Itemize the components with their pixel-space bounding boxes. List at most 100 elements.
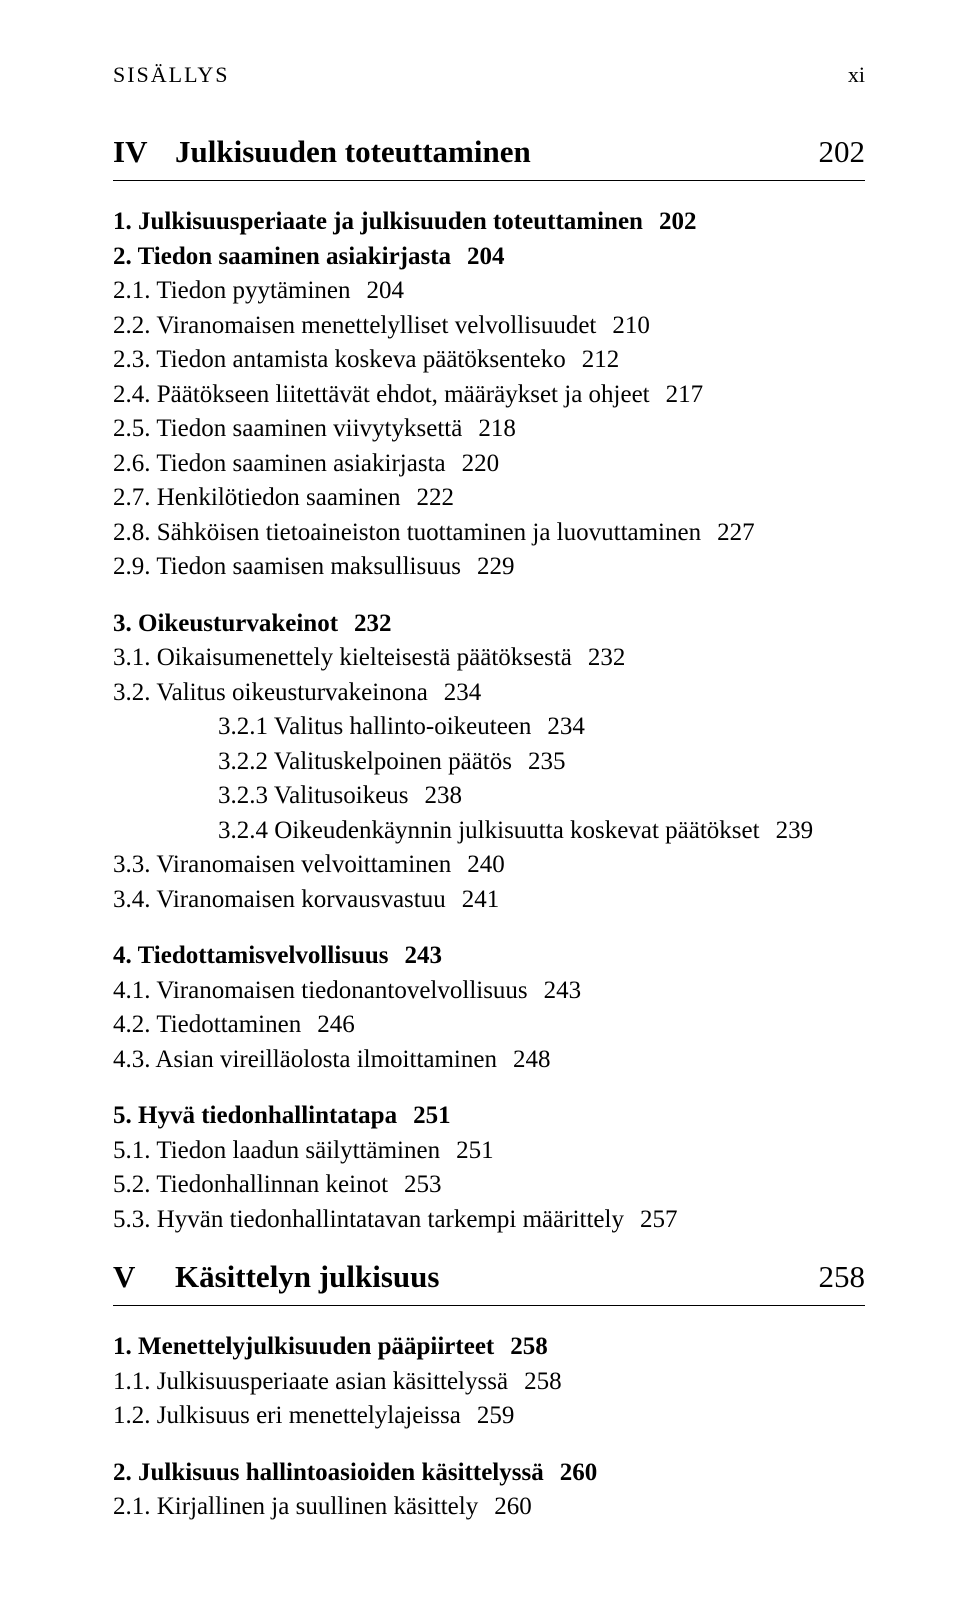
toc-entry-title: Asian vireilläolosta ilmoittaminen bbox=[155, 1046, 497, 1073]
part-heading: VKäsittelyn julkisuus 258 bbox=[113, 1259, 865, 1306]
toc-block: 4. Tiedottamisvelvollisuus2434.1. Virano… bbox=[113, 939, 865, 1077]
toc-entry-number: 3. bbox=[113, 610, 132, 637]
toc-entry: 2.5. Tiedon saaminen viivytyksettä218 bbox=[113, 412, 865, 447]
toc-entry-number: 4. bbox=[113, 942, 132, 969]
toc-entry-title: Viranomaisen korvausvastuu bbox=[156, 886, 445, 913]
toc-entry-page: 257 bbox=[640, 1206, 678, 1233]
toc-entry-title: Valitus hallinto-oikeuteen bbox=[274, 713, 532, 740]
toc-entry-title: Tiedon laadun säilyttäminen bbox=[156, 1137, 440, 1164]
toc-entry-title: Tiedonhallinnan keinot bbox=[156, 1171, 388, 1198]
toc-entry-title: Viranomaisen tiedonantovelvollisuus bbox=[156, 977, 527, 1004]
toc-entry: 2.7. Henkilötiedon saaminen 222 bbox=[113, 481, 865, 516]
toc-entry-number: 2.7. bbox=[113, 484, 151, 511]
part-title: VKäsittelyn julkisuus bbox=[113, 1259, 439, 1295]
toc-entry-page: 220 bbox=[462, 450, 500, 477]
toc-entry-title: Julkisuusperiaate asian käsittelyssä bbox=[157, 1368, 508, 1395]
part-title-text: Julkisuuden toteuttaminen bbox=[175, 134, 531, 169]
toc-entry: 4.3. Asian vireilläolosta ilmoittaminen 2… bbox=[113, 1043, 865, 1078]
toc-entry-page: 260 bbox=[560, 1459, 598, 1486]
toc-entry: 2.6. Tiedon saaminen asiakirjasta220 bbox=[113, 447, 865, 482]
toc-entry: 2. Julkisuus hallintoasioiden käsittelys… bbox=[113, 1456, 865, 1491]
toc-entry-title: Oikeusturvakeinot bbox=[138, 610, 338, 637]
toc-entry-number: 1.2. bbox=[113, 1402, 151, 1429]
toc-entry-title: Tiedottaminen bbox=[156, 1011, 301, 1038]
toc-entry-page: 251 bbox=[456, 1137, 494, 1164]
toc-entry-page: 222 bbox=[416, 484, 454, 511]
toc-entry-title: Tiedon saaminen asiakirjasta bbox=[156, 450, 445, 477]
toc-entry-number: 1.1. bbox=[113, 1368, 151, 1395]
part-title-text: Käsittelyn julkisuus bbox=[175, 1259, 439, 1294]
toc-entry: 2.9. Tiedon saamisen maksullisuus229 bbox=[113, 550, 865, 585]
toc-entry-page: 217 bbox=[666, 381, 704, 408]
part-roman: V bbox=[113, 1259, 175, 1295]
toc-entry-page: 259 bbox=[477, 1402, 515, 1429]
toc-entry-page: 248 bbox=[513, 1046, 551, 1073]
toc-entry-number: 2.2. bbox=[113, 312, 151, 339]
toc-entry: 3.2.2 Valituskelpoinen päätös235 bbox=[113, 745, 865, 780]
toc-entry-page: 204 bbox=[367, 277, 405, 304]
toc-entry-title: Tiedon pyytäminen bbox=[156, 277, 350, 304]
toc-entry-page: 238 bbox=[425, 782, 463, 809]
toc-entry: 5. Hyvä tiedonhallintatapa251 bbox=[113, 1099, 865, 1134]
toc-entry: 4. Tiedottamisvelvollisuus 243 bbox=[113, 939, 865, 974]
toc-entry-title: Hyvä tiedonhallintatapa bbox=[138, 1102, 397, 1129]
part-title: IVJulkisuuden toteuttaminen bbox=[113, 134, 531, 170]
toc-entry-page: 232 bbox=[588, 644, 626, 671]
toc-entry-page: 243 bbox=[405, 942, 443, 969]
toc-entry-title: Päätökseen liitettävät ehdot, määräykset… bbox=[157, 381, 650, 408]
toc-entry-page: 210 bbox=[612, 312, 650, 339]
toc-entry-title: Viranomaisen velvoittaminen bbox=[156, 851, 451, 878]
toc-entry-number: 2.1. bbox=[113, 1493, 151, 1520]
toc-entry-title: Oikaisumenettely kielteisestä päätöksest… bbox=[157, 644, 572, 671]
toc-entry-page: 232 bbox=[354, 610, 392, 637]
toc-entry-page: 202 bbox=[659, 208, 697, 235]
toc-entry-page: 258 bbox=[524, 1368, 562, 1395]
toc-entry-page: 239 bbox=[776, 817, 814, 844]
running-head-left: SISÄLLYS bbox=[113, 62, 229, 88]
part-heading: IVJulkisuuden toteuttaminen202 bbox=[113, 134, 865, 181]
toc-entry-page: 212 bbox=[582, 346, 620, 373]
toc-entry-number: 2.9. bbox=[113, 553, 151, 580]
toc-entry-title: Julkisuus hallintoasioiden käsittelyssä bbox=[138, 1459, 544, 1486]
toc-entry-page: 234 bbox=[444, 679, 482, 706]
toc-entry-page: 241 bbox=[462, 886, 500, 913]
toc-entry: 3.3. Viranomaisen velvoittaminen240 bbox=[113, 848, 865, 883]
toc-entry-title: Oikeudenkäynnin julkisuutta koskevat pää… bbox=[274, 817, 759, 844]
toc-entry: 2.1. Tiedon pyytäminen204 bbox=[113, 274, 865, 309]
toc-entry-number: 4.2. bbox=[113, 1011, 151, 1038]
toc-entry: 3.2.1 Valitus hallinto-oikeuteen234 bbox=[113, 710, 865, 745]
toc-entry: 1. Menettelyjulkisuuden pääpiirteet258 bbox=[113, 1330, 865, 1365]
toc-entry-title: Sähköisen tietoaineiston tuottaminen ja … bbox=[157, 519, 701, 546]
toc-entry-page: 251 bbox=[413, 1102, 451, 1129]
toc-entry-number: 2. bbox=[113, 243, 132, 270]
toc-entry-title: Menettelyjulkisuuden pääpiirteet bbox=[138, 1333, 494, 1360]
toc-entry-number: 3.2.3 bbox=[218, 782, 268, 809]
toc-entry: 1.1. Julkisuusperiaate asian käsittelyss… bbox=[113, 1365, 865, 1400]
toc-entry-page: 234 bbox=[547, 713, 585, 740]
toc-entry: 2.3. Tiedon antamista koskeva päätöksent… bbox=[113, 343, 865, 378]
toc-entry: 5.3. Hyvän tiedonhallintatavan tarkempi … bbox=[113, 1203, 865, 1238]
toc-entry-page: 235 bbox=[528, 748, 566, 775]
toc-block: 3. Oikeusturvakeinot2323.1. Oikaisumenet… bbox=[113, 607, 865, 918]
toc-entry-page: 243 bbox=[544, 977, 582, 1004]
toc-entry: 1. Julkisuusperiaate ja julkisuuden tote… bbox=[113, 205, 865, 240]
toc-entry: 4.2. Tiedottaminen246 bbox=[113, 1008, 865, 1043]
toc-entry-number: 5.1. bbox=[113, 1137, 151, 1164]
toc-block: 5. Hyvä tiedonhallintatapa2515.1. Tiedon… bbox=[113, 1099, 865, 1237]
toc-entry: 4.1. Viranomaisen tiedonantovelvollisuus… bbox=[113, 974, 865, 1009]
toc-entry-title: Julkisuus eri menettelylajeissa bbox=[157, 1402, 461, 1429]
toc-entry-title: Tiedon saamisen maksullisuus bbox=[156, 553, 461, 580]
toc-entry: 5.1. Tiedon laadun säilyttäminen 251 bbox=[113, 1134, 865, 1169]
part-page: 258 bbox=[819, 1259, 866, 1295]
running-head: SISÄLLYSxi bbox=[113, 62, 865, 88]
toc-entry-page: 240 bbox=[467, 851, 505, 878]
toc-entry-page: 204 bbox=[467, 243, 505, 270]
toc-entry: 2.2. Viranomaisen menettelylliset velvol… bbox=[113, 309, 865, 344]
toc-entry-title: Valitus oikeusturvakeinona bbox=[156, 679, 427, 706]
toc-entry: 1.2. Julkisuus eri menettelylajeissa 259 bbox=[113, 1399, 865, 1434]
toc-entry-title: Tiedottamisvelvollisuus bbox=[138, 942, 389, 969]
toc-entry-title: Hyvän tiedonhallintatavan tarkempi määri… bbox=[157, 1206, 624, 1233]
toc-entry-title: Henkilötiedon saaminen bbox=[157, 484, 401, 511]
toc-entry-number: 4.3. bbox=[113, 1046, 151, 1073]
toc-entry: 3.2.4 Oikeudenkäynnin julkisuutta koskev… bbox=[113, 814, 865, 849]
